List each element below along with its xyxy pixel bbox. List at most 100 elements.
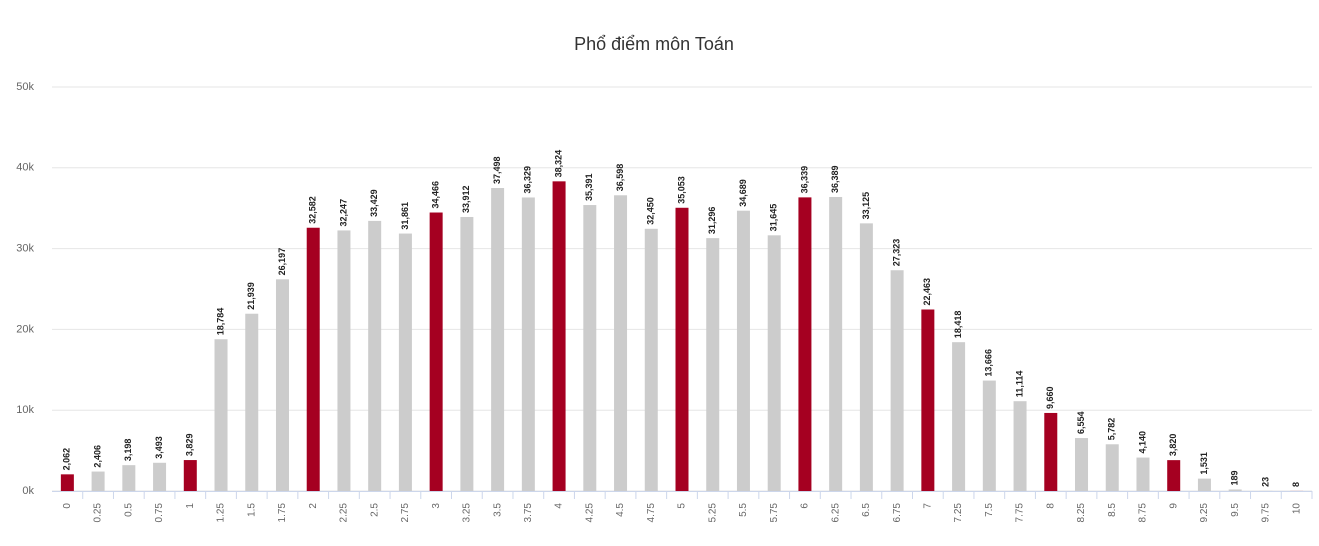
value-label: 6,554 — [1076, 412, 1086, 435]
x-tick-label: 6.5 — [861, 503, 872, 517]
value-label: 33,912 — [461, 185, 471, 213]
value-label: 18,418 — [953, 311, 963, 339]
value-label: 31,645 — [769, 204, 779, 232]
y-tick-label: 0k — [22, 485, 34, 497]
bar — [522, 197, 535, 491]
y-tick-label: 30k — [16, 243, 34, 255]
x-tick-label: 9 — [1168, 503, 1179, 509]
x-tick-label: 4.5 — [615, 503, 626, 517]
value-label: 2,062 — [62, 448, 72, 471]
chart-title: Phổ điểm môn Toán — [574, 34, 734, 54]
x-tick-label: 4.75 — [646, 503, 657, 523]
bar — [368, 221, 381, 491]
x-tick-label: 9.5 — [1230, 503, 1241, 517]
value-label: 4,140 — [1137, 431, 1147, 454]
x-tick-label: 5.75 — [769, 503, 780, 523]
x-tick-label: 1.75 — [277, 503, 288, 523]
x-tick-label: 4.25 — [584, 503, 595, 523]
value-label: 34,689 — [738, 179, 748, 207]
x-tick-label: 8.75 — [1138, 503, 1149, 523]
value-label: 5,782 — [1107, 418, 1117, 441]
value-label: 36,598 — [615, 164, 625, 192]
bar — [276, 279, 289, 491]
bar — [829, 197, 842, 491]
bar — [61, 474, 74, 491]
value-label: 32,247 — [338, 199, 348, 227]
x-tick-label: 2.5 — [369, 503, 380, 517]
bar — [1136, 458, 1149, 491]
value-label: 36,329 — [523, 166, 533, 194]
bar — [307, 228, 320, 491]
bar — [337, 230, 350, 491]
bar — [768, 235, 781, 491]
x-tick-label: 2.25 — [339, 503, 350, 523]
x-tick-label: 5.5 — [738, 503, 749, 517]
x-tick-label: 5.25 — [707, 503, 718, 523]
x-tick-label: 6.75 — [892, 503, 903, 523]
x-tick-label: 10 — [1291, 503, 1302, 515]
x-tick-label: 6 — [800, 503, 811, 509]
y-tick-label: 50k — [16, 81, 34, 93]
y-tick-label: 40k — [16, 162, 34, 174]
bar — [614, 195, 627, 491]
x-tick-label: 0.5 — [123, 503, 134, 517]
x-tick-label: 4 — [554, 503, 565, 509]
value-label: 8 — [1291, 482, 1301, 487]
value-label: 36,389 — [830, 165, 840, 193]
y-tick-label: 10k — [16, 404, 34, 416]
bar — [706, 238, 719, 491]
value-label: 18,784 — [215, 308, 225, 336]
value-label: 21,939 — [246, 282, 256, 310]
bar — [860, 223, 873, 491]
bar — [215, 339, 228, 491]
value-label: 189 — [1230, 470, 1240, 485]
bar — [1167, 460, 1180, 491]
bar — [153, 463, 166, 491]
bar — [952, 342, 965, 491]
bar — [798, 197, 811, 491]
bar — [737, 211, 750, 491]
x-tick-label: 8.25 — [1076, 503, 1087, 523]
value-label: 22,463 — [922, 278, 932, 306]
value-label: 31,296 — [707, 207, 717, 235]
bar — [1229, 489, 1242, 491]
value-label: 2,406 — [92, 445, 102, 468]
bar — [553, 181, 566, 491]
value-label: 35,053 — [676, 176, 686, 204]
value-label: 13,666 — [984, 349, 994, 377]
bar — [122, 465, 135, 491]
value-label: 33,429 — [369, 189, 379, 217]
value-label: 9,660 — [1045, 386, 1055, 409]
x-tick-label: 3 — [431, 503, 442, 509]
bar — [245, 314, 258, 491]
value-label: 38,324 — [553, 150, 563, 178]
value-label: 26,197 — [277, 248, 287, 276]
bar — [891, 270, 904, 491]
x-tick-label: 8.5 — [1107, 503, 1118, 517]
x-tick-label: 0.75 — [154, 503, 165, 523]
value-label: 11,114 — [1014, 371, 1024, 398]
x-tick-label: 0 — [62, 503, 73, 509]
x-tick-label: 9.75 — [1261, 503, 1272, 523]
value-label: 31,861 — [400, 202, 410, 230]
x-tick-label: 8 — [1045, 503, 1056, 509]
value-label: 35,391 — [584, 174, 594, 202]
x-tick-label: 3.5 — [492, 503, 503, 517]
value-label: 3,493 — [154, 436, 164, 459]
x-tick-label: 5 — [677, 503, 688, 509]
value-label: 32,450 — [646, 197, 656, 225]
bar — [184, 460, 197, 491]
bar — [583, 205, 596, 491]
bar — [1075, 438, 1088, 491]
bar — [1106, 444, 1119, 491]
x-tick-label: 7.75 — [1015, 503, 1026, 523]
value-label: 3,198 — [123, 439, 133, 462]
x-tick-label: 7.25 — [953, 503, 964, 523]
x-tick-label: 7 — [922, 503, 933, 509]
x-tick-label: 3.75 — [523, 503, 534, 523]
bar — [430, 213, 443, 491]
bar — [1014, 401, 1027, 491]
value-label: 34,466 — [431, 181, 441, 209]
value-label: 36,339 — [799, 166, 809, 194]
